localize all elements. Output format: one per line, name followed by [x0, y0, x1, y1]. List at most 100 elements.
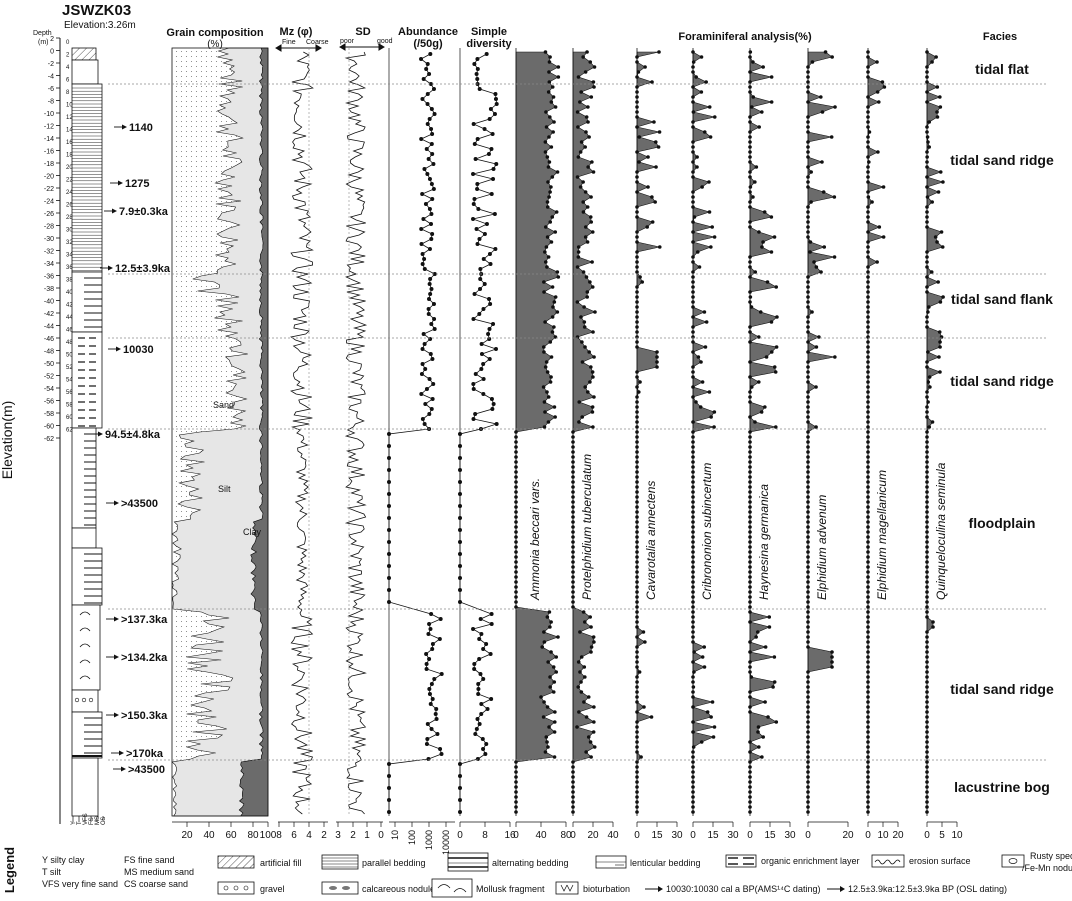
species-point: [514, 525, 518, 529]
species-point: [571, 565, 575, 569]
age-label: >134.2ka: [121, 652, 168, 664]
diversity-point: [481, 257, 486, 261]
abundance-point: [419, 137, 424, 141]
elevation-tick-label: -10: [44, 111, 54, 118]
diversity-point: [490, 132, 495, 136]
abundance-point: [432, 677, 437, 681]
species-point: [571, 790, 575, 794]
species-point: [881, 235, 886, 239]
species-point: [590, 160, 594, 164]
diversity-point: [481, 647, 486, 651]
species-point: [806, 540, 810, 544]
sand-label: Sand: [213, 400, 234, 410]
species-point: [691, 600, 695, 604]
mollusk-mark: [79, 627, 91, 632]
age-label: >137.3ka: [121, 614, 168, 626]
species-point: [691, 765, 695, 769]
grain-scale-label: MS: [95, 816, 101, 825]
species-point: [806, 740, 810, 744]
abundance-point: [425, 737, 430, 741]
species-point: [708, 135, 713, 139]
header-arrows: [275, 43, 385, 52]
species-point: [691, 625, 695, 629]
species-point: [806, 140, 810, 144]
species-point: [635, 115, 639, 119]
species-point: [806, 115, 810, 119]
species-point: [748, 495, 752, 499]
diversity-point: [473, 412, 478, 416]
species-point: [748, 660, 752, 664]
y-axis-label: Elevation(m): [0, 401, 15, 480]
species-point: [702, 310, 707, 314]
species-point: [635, 85, 639, 89]
species-point: [926, 400, 930, 404]
species-point: [925, 810, 929, 814]
species-point: [704, 80, 708, 84]
species-point: [691, 445, 695, 449]
species-point: [691, 395, 695, 399]
abundance-point: [423, 202, 428, 206]
sd-tick-label: 0: [378, 830, 384, 841]
species-point: [866, 710, 870, 714]
species-point: [591, 425, 595, 429]
species-point: [578, 670, 582, 674]
species-point: [925, 695, 929, 699]
species-point: [748, 50, 753, 54]
abundance-point: [425, 172, 430, 176]
species-point: [806, 410, 810, 414]
species-point: [925, 70, 929, 74]
species-point: [514, 540, 518, 544]
species-point: [925, 210, 929, 214]
species-point: [581, 210, 586, 214]
species-point: [550, 175, 555, 179]
species-point: [691, 780, 695, 784]
elevation-tick-label: -20: [44, 174, 54, 181]
species-point: [748, 805, 752, 809]
species-point: [866, 405, 870, 409]
species-point: [806, 415, 810, 419]
species-point: [748, 155, 752, 159]
species-point: [552, 755, 557, 759]
species-point: [691, 550, 695, 554]
species-point: [806, 525, 810, 529]
species-point: [553, 105, 558, 109]
diversity-tick-label: 16: [504, 830, 516, 841]
species-point: [588, 615, 592, 619]
species-point: [866, 615, 870, 619]
species-point: [866, 350, 870, 354]
species-point: [866, 125, 870, 129]
species-point: [866, 675, 870, 679]
species-point: [545, 155, 550, 159]
species-point: [925, 790, 929, 794]
elevation-tick-label: -16: [44, 149, 54, 156]
species-point: [635, 585, 639, 589]
species-point: [749, 305, 754, 309]
species-point: [635, 810, 639, 814]
species-point: [699, 740, 704, 744]
species-point: [866, 585, 870, 589]
species-point: [635, 490, 639, 494]
abundance-point: [430, 397, 435, 401]
species-point: [514, 595, 518, 599]
elevation-tick-label: -12: [44, 124, 54, 131]
depth-tick-label: 38: [66, 278, 73, 284]
species-point: [650, 195, 654, 199]
abundance-tick-label: 1000: [424, 830, 434, 850]
species-point: [542, 700, 546, 704]
species-point: [544, 360, 549, 364]
species-point: [748, 455, 752, 459]
species-point: [866, 660, 870, 664]
elevation-tick-label: -28: [44, 224, 54, 231]
species-point: [763, 405, 767, 409]
species-point: [635, 805, 639, 809]
species-point: [925, 605, 929, 609]
mz-coarse-label: Coarse: [306, 39, 329, 46]
species-point: [926, 380, 931, 384]
diversity-point: [476, 687, 481, 691]
species-point: [635, 190, 639, 194]
species-point: [759, 410, 764, 414]
species-point: [571, 440, 575, 444]
species-point: [552, 730, 557, 734]
species-point: [806, 175, 810, 179]
